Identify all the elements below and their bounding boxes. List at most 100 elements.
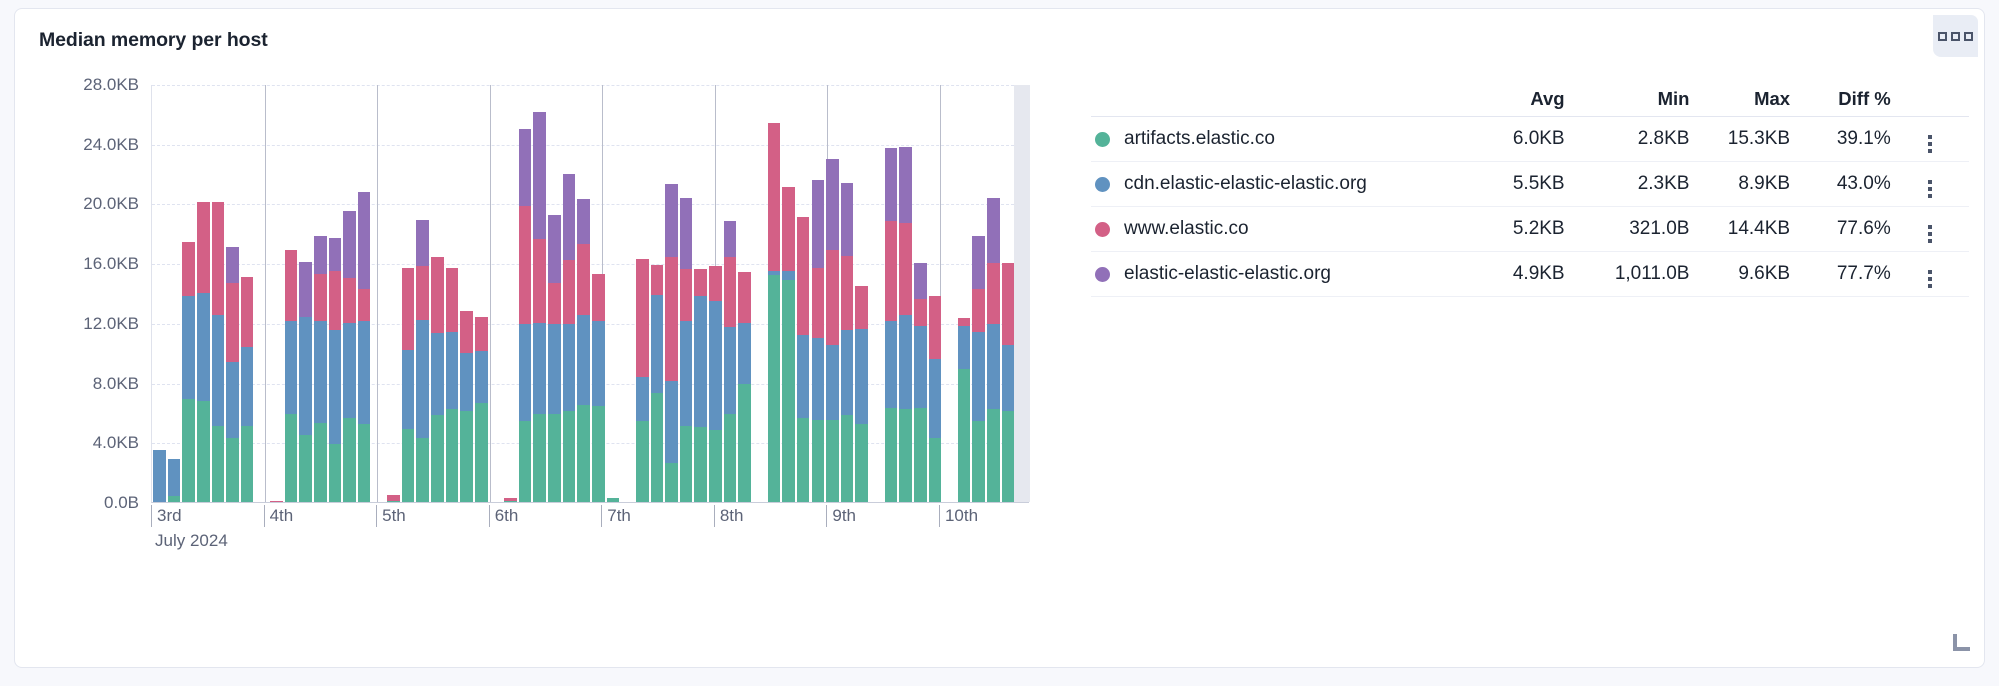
legend-header-min[interactable]: Min bbox=[1657, 88, 1690, 109]
bar-column[interactable] bbox=[240, 276, 254, 502]
bar-column[interactable] bbox=[899, 146, 912, 502]
legend-cell-min: 2.8KB bbox=[1637, 128, 1690, 149]
bar-column[interactable] bbox=[431, 257, 444, 502]
bar-segment bbox=[416, 319, 430, 438]
resize-corner-icon[interactable] bbox=[1953, 634, 1970, 651]
bar-column[interactable] bbox=[855, 285, 869, 502]
bar-column[interactable] bbox=[328, 237, 342, 502]
bar-column[interactable] bbox=[738, 272, 751, 502]
bar-column[interactable] bbox=[445, 267, 459, 502]
legend-series-name-cell[interactable]: cdn.elastic-elastic-elastic.org bbox=[1091, 173, 1464, 195]
bar-segment bbox=[460, 410, 473, 502]
bar-column[interactable] bbox=[313, 236, 327, 502]
table-row[interactable]: artifacts.elastic.co 6.0KB 2.8KB 15.3KB 39.1… bbox=[1091, 117, 1969, 162]
bar-column[interactable] bbox=[957, 318, 971, 502]
bar-segment bbox=[884, 148, 898, 222]
bar-column[interactable] bbox=[606, 497, 620, 502]
kebab-menu-icon[interactable] bbox=[1891, 171, 1969, 198]
kebab-menu-icon[interactable] bbox=[1891, 126, 1969, 153]
bar-column[interactable] bbox=[709, 266, 722, 502]
bar-column[interactable] bbox=[270, 500, 283, 502]
x-axis-tick: 3rd bbox=[151, 505, 182, 527]
bar-column[interactable] bbox=[416, 219, 430, 502]
plot-area[interactable] bbox=[151, 85, 1030, 503]
legend-series-name-cell[interactable]: elastic-elastic-elastic.org bbox=[1091, 263, 1464, 285]
bar-column[interactable] bbox=[782, 187, 795, 502]
bar-segment bbox=[240, 425, 254, 502]
table-row[interactable]: www.elastic.co 5.2KB 321.0B 14.4KB 77.6% bbox=[1091, 207, 1969, 252]
legend-cell-max: 8.9KB bbox=[1738, 173, 1791, 194]
bar-column[interactable] bbox=[196, 201, 210, 502]
bar-column[interactable] bbox=[504, 497, 517, 502]
bar-column[interactable] bbox=[723, 221, 737, 502]
bar-column[interactable] bbox=[153, 449, 166, 502]
bar-column[interactable] bbox=[650, 264, 664, 502]
bar-segment bbox=[416, 219, 430, 267]
kebab-menu-icon[interactable] bbox=[1891, 261, 1969, 288]
chart-area: 28.0KB 24.0KB 20.0KB 16.0KB 12.0KB 8.0KB 4.0KB… bbox=[39, 71, 1069, 571]
bar-column[interactable] bbox=[767, 122, 781, 502]
bar-column[interactable] bbox=[811, 179, 825, 502]
bar-segment bbox=[343, 278, 356, 323]
bar-column[interactable] bbox=[913, 263, 927, 502]
bar-series[interactable] bbox=[152, 85, 1029, 502]
bar-segment bbox=[913, 407, 927, 502]
bar-segment bbox=[357, 288, 371, 322]
legend-header-max[interactable]: Max bbox=[1754, 88, 1791, 109]
bar-column[interactable] bbox=[548, 215, 561, 502]
bar-segment bbox=[855, 424, 869, 502]
bar-column[interactable] bbox=[387, 494, 400, 502]
bar-column[interactable] bbox=[972, 236, 986, 502]
table-row[interactable]: cdn.elastic-elastic-elastic.org 5.5KB 2.3K… bbox=[1091, 162, 1969, 207]
bar-column[interactable] bbox=[182, 242, 195, 502]
legend-header-diff[interactable]: Diff % bbox=[1838, 88, 1891, 109]
bar-column[interactable] bbox=[460, 310, 473, 502]
bar-column[interactable] bbox=[577, 198, 590, 502]
bar-column[interactable] bbox=[357, 191, 371, 502]
bar-column[interactable] bbox=[635, 258, 649, 502]
legend-header-avg[interactable]: Avg bbox=[1530, 88, 1565, 109]
bar-column[interactable] bbox=[284, 249, 298, 502]
bar-segment bbox=[328, 270, 342, 331]
legend-cell-diff: 43.0% bbox=[1836, 173, 1891, 194]
legend-cell-max: 14.4KB bbox=[1727, 218, 1791, 239]
bar-column[interactable] bbox=[796, 216, 810, 502]
bar-column[interactable] bbox=[474, 316, 488, 502]
day-separator bbox=[377, 85, 379, 502]
bar-column[interactable] bbox=[226, 246, 239, 502]
grid-three-squares-icon[interactable] bbox=[1933, 15, 1978, 57]
bar-segment bbox=[738, 272, 751, 323]
legend-series-name-cell[interactable]: artifacts.elastic.co bbox=[1091, 128, 1464, 150]
bar-column[interactable] bbox=[299, 261, 312, 502]
bar-column[interactable] bbox=[343, 210, 356, 502]
bar-column[interactable] bbox=[987, 197, 1000, 502]
bar-segment bbox=[723, 221, 737, 258]
bar-column[interactable] bbox=[167, 458, 181, 502]
bar-segment bbox=[211, 425, 225, 502]
partial-bucket-band bbox=[1014, 85, 1030, 502]
bar-column[interactable] bbox=[694, 269, 708, 502]
bar-column[interactable] bbox=[679, 197, 693, 502]
bar-segment bbox=[957, 325, 971, 370]
bar-column[interactable] bbox=[518, 128, 532, 502]
bar-segment bbox=[987, 263, 1000, 325]
kebab-menu-icon[interactable] bbox=[1891, 216, 1969, 243]
bar-column[interactable] bbox=[211, 201, 225, 502]
legend-series-label: cdn.elastic-elastic-elastic.org bbox=[1124, 173, 1367, 194]
bar-segment bbox=[357, 424, 371, 502]
bar-segment bbox=[694, 296, 708, 428]
bar-column[interactable] bbox=[562, 173, 576, 502]
bar-column[interactable] bbox=[1001, 263, 1015, 502]
legend-cell-max: 15.3KB bbox=[1727, 128, 1791, 149]
bar-column[interactable] bbox=[840, 182, 854, 502]
bar-column[interactable] bbox=[928, 296, 942, 502]
bar-column[interactable] bbox=[665, 184, 678, 502]
bar-column[interactable] bbox=[826, 158, 839, 502]
bar-column[interactable] bbox=[884, 148, 898, 502]
table-row[interactable]: elastic-elastic-elastic.org 4.9KB 1,011.0B… bbox=[1091, 252, 1969, 297]
bar-column[interactable] bbox=[533, 112, 547, 502]
bar-column[interactable] bbox=[592, 273, 605, 502]
legend-series-name-cell[interactable]: www.elastic.co bbox=[1091, 218, 1464, 240]
bar-segment bbox=[416, 266, 430, 320]
bar-column[interactable] bbox=[401, 267, 415, 502]
